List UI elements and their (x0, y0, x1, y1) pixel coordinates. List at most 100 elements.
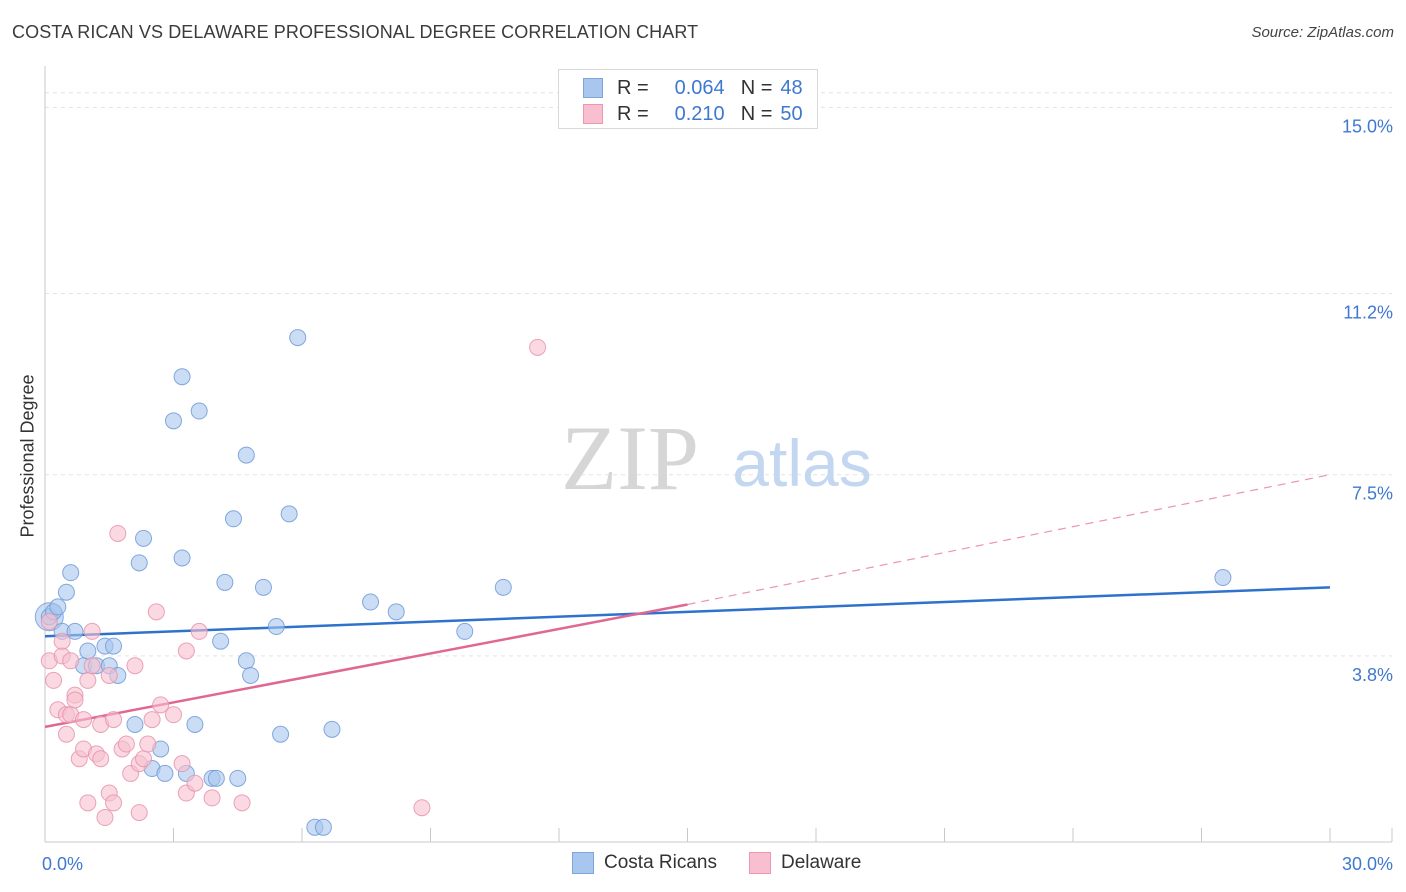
point-delaware (139, 735, 157, 753)
point-delaware (79, 671, 97, 689)
point-costa-ricans (242, 666, 260, 684)
point-delaware (152, 696, 170, 714)
point-costa-ricans (362, 593, 380, 611)
point-delaware (45, 671, 63, 689)
point-delaware (57, 725, 75, 743)
point-costa-ricans (130, 554, 148, 572)
point-delaware (53, 632, 71, 650)
watermark: ZIP atlas (561, 407, 872, 509)
source-label: Source: ZipAtlas.com (1251, 24, 1394, 41)
y-tick-label: 7.5% (1352, 484, 1393, 504)
legend-label: Costa Ricans (604, 852, 717, 873)
point-costa-ricans (66, 622, 84, 640)
point-costa-ricans (62, 564, 80, 582)
point-costa-ricans (57, 583, 75, 601)
watermark-atlas: atlas (732, 426, 871, 500)
r-label: R = (617, 102, 649, 125)
point-delaware (190, 622, 208, 640)
point-costa-ricans (237, 652, 255, 670)
point-delaware (66, 691, 84, 709)
point-costa-ricans (216, 573, 234, 591)
y-tick-label: 15.0% (1342, 116, 1393, 136)
point-delaware (96, 809, 114, 827)
point-costa-ricans (49, 598, 67, 616)
point-delaware (529, 338, 547, 356)
legend-label: Delaware (781, 852, 862, 873)
point-delaware (413, 799, 431, 817)
legend-swatch-pink (749, 852, 771, 874)
watermark-zip: ZIP (561, 407, 699, 509)
point-costa-ricans (272, 725, 290, 743)
point-delaware (83, 657, 101, 675)
point-delaware (75, 711, 93, 729)
point-costa-ricans (267, 618, 285, 636)
point-costa-ricans (224, 510, 242, 528)
point-costa-ricans (190, 402, 208, 420)
r-value: 0.064 (674, 76, 725, 99)
point-costa-ricans (237, 446, 255, 464)
point-costa-ricans (289, 329, 307, 347)
point-delaware (135, 750, 153, 768)
point-costa-ricans (126, 715, 144, 733)
point-delaware (83, 622, 101, 640)
y-tick-label: 3.8% (1352, 665, 1393, 685)
n-label: N = (740, 76, 773, 99)
chart-title: COSTA RICAN VS DELAWARE PROFESSIONAL DEG… (12, 22, 699, 42)
point-costa-ricans (456, 622, 474, 640)
trend-line-delaware (44, 603, 688, 729)
point-delaware (92, 750, 110, 768)
point-delaware (173, 755, 191, 773)
point-costa-ricans (173, 368, 191, 386)
point-costa-ricans (387, 603, 405, 621)
point-delaware (100, 666, 118, 684)
point-costa-ricans (79, 642, 97, 660)
legend-item-delaware[interactable]: Delaware (749, 852, 861, 874)
legend-stats: R = 0.064 N = 48 R = 0.210 N = 50 (558, 69, 818, 129)
point-delaware (203, 789, 221, 807)
point-delaware (147, 603, 165, 621)
legend-swatch-pink (583, 104, 603, 124)
legend-row-delaware: R = 0.210 N = 50 (583, 101, 803, 127)
point-costa-ricans (186, 715, 204, 733)
point-delaware (105, 711, 123, 729)
y-tick-label: 11.2% (1343, 302, 1393, 322)
trend-line-delaware-extension (687, 474, 1331, 606)
point-delaware (186, 774, 204, 792)
point-delaware (165, 706, 182, 724)
grid-lines (45, 92, 1392, 657)
point-delaware (177, 642, 195, 660)
point-delaware (105, 794, 123, 812)
point-costa-ricans (1214, 569, 1232, 587)
n-value: 50 (780, 102, 803, 125)
point-costa-ricans (212, 632, 230, 650)
legend-swatch-blue (583, 78, 603, 98)
n-value: 48 (780, 76, 803, 99)
point-delaware (126, 657, 144, 675)
point-costa-ricans (314, 818, 332, 836)
point-delaware (233, 794, 251, 812)
point-costa-ricans (135, 529, 153, 547)
legend-item-costa-ricans[interactable]: Costa Ricans (572, 852, 717, 874)
x-tick-label: 30.0% (1342, 854, 1393, 874)
point-costa-ricans (173, 549, 191, 567)
point-costa-ricans (105, 637, 123, 655)
point-delaware (130, 804, 148, 822)
legend-series: Costa Ricans Delaware (572, 852, 893, 874)
point-delaware (62, 652, 80, 670)
point-costa-ricans (254, 578, 272, 596)
y-axis-label: Professional Degree (17, 374, 38, 538)
legend-swatch-blue (572, 852, 594, 874)
point-costa-ricans (156, 764, 174, 782)
n-label: N = (740, 102, 773, 125)
point-costa-ricans (323, 720, 341, 738)
point-delaware (117, 735, 135, 753)
point-costa-ricans (494, 578, 512, 596)
point-delaware (40, 613, 58, 631)
axes (44, 66, 1393, 843)
point-costa-ricans (207, 769, 225, 787)
trend-lines (44, 474, 1331, 729)
point-costa-ricans (280, 505, 298, 523)
x-tick-label: 0.0% (42, 854, 83, 874)
trend-line-costa-ricans (44, 586, 1331, 638)
